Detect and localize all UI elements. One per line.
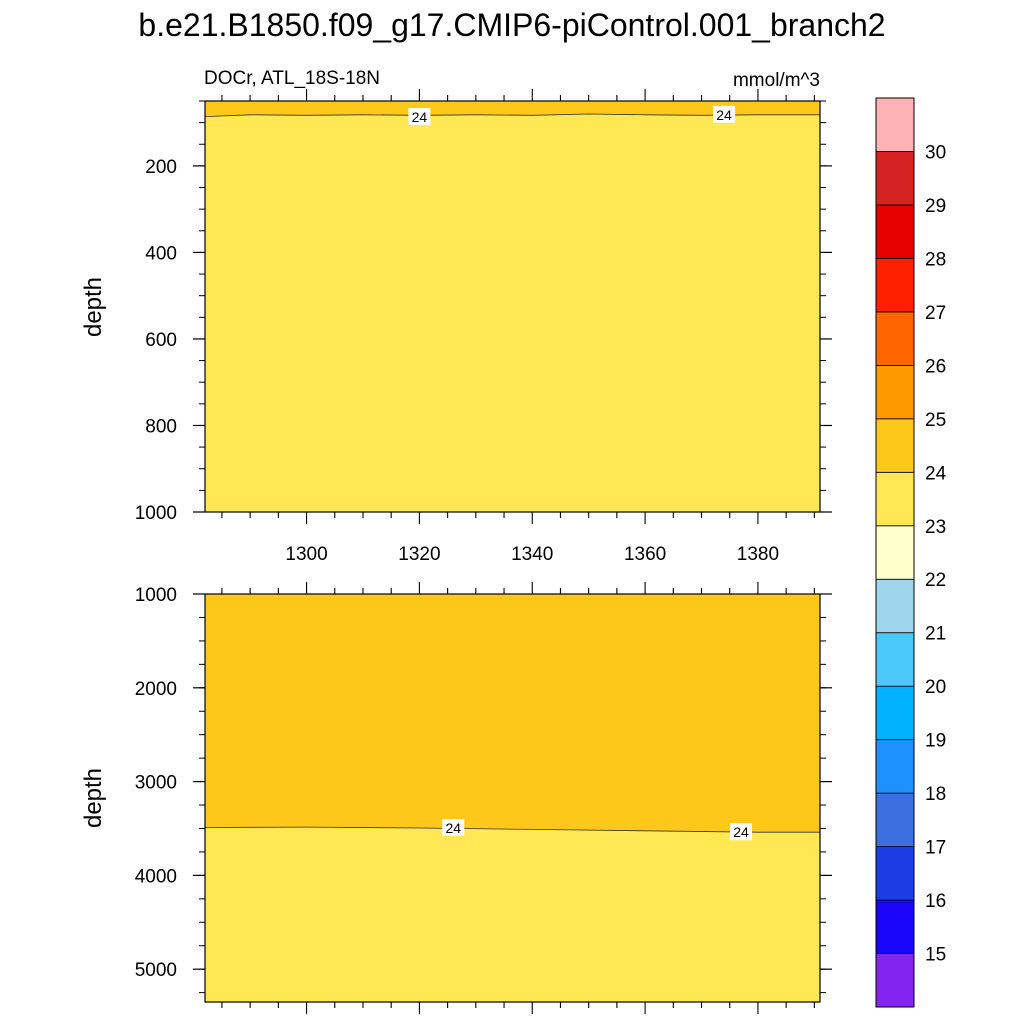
y-tick-label: 2000 (135, 679, 177, 700)
contour-label-box (713, 105, 736, 123)
colorbar-label: 19 (925, 731, 946, 752)
plot-frame (204, 100, 821, 513)
y-tick-label: 800 (145, 416, 177, 437)
colorbar-label: 22 (925, 570, 946, 591)
x-tick-label: 1380 (737, 544, 779, 565)
colorbar-label: 24 (925, 463, 947, 484)
lower-panel: 24 24 1000 2000 3000 4000 5000 depth (80, 582, 832, 1014)
colorbar-segment (875, 418, 915, 473)
colorbar-label: 15 (925, 945, 946, 966)
contour-label: 24 (733, 824, 749, 840)
colorbar-label: 27 (925, 303, 946, 324)
colorbar-segment (875, 578, 915, 634)
colorbar-label: 29 (925, 196, 946, 217)
colorbar-segment (875, 151, 915, 206)
colorbar-label: 17 (925, 838, 946, 859)
y-tick-label: 1000 (135, 585, 177, 606)
y-tick-label: 4000 (135, 866, 177, 887)
x-tick-label: 1320 (398, 544, 440, 565)
y-tick-label: 1000 (135, 503, 177, 524)
colorbar-segment (875, 739, 915, 794)
upper-panel: 24 24 200 400 600 800 1000 1300 1320 1340 1360 1380… (80, 89, 832, 565)
colorbar-segment (875, 685, 915, 741)
x-tick-label: 1360 (624, 544, 666, 565)
y-tick-label: 600 (145, 330, 177, 351)
figure-title: b.e21.B1850.f09_g17.CMIP6-piControl.001_… (138, 7, 885, 43)
colorbar-label: 16 (925, 891, 946, 912)
colorbar-label: 21 (925, 624, 946, 645)
colorbar-label: 30 (925, 142, 946, 163)
colorbar-segment (875, 471, 915, 527)
colorbar-segment (875, 792, 915, 847)
contour-line-24 (204, 113, 820, 117)
contour-label: 24 (412, 109, 428, 125)
colorbar-segment (875, 899, 915, 954)
y-tick-label: 200 (145, 157, 177, 178)
panel-subtitle-left: DOCr, ATL_18S-18N (204, 68, 380, 89)
colorbar-segment (875, 258, 915, 313)
contour-label: 24 (445, 820, 461, 836)
colorbar-label: 28 (925, 249, 946, 270)
contour-label-box (730, 823, 753, 841)
colorbar-frame (875, 97, 915, 1008)
y-axis-label: depth (80, 768, 107, 828)
colorbar-segment (875, 632, 915, 687)
y-tick-label: 3000 (135, 773, 177, 794)
colorbar-segment (875, 204, 915, 259)
y-tick-label: 400 (145, 243, 177, 264)
panel-units-label: mmol/m^3 (733, 70, 820, 91)
y-axis-label: depth (80, 277, 107, 337)
colorbar-label: 18 (925, 784, 946, 805)
colorbar-label: 26 (925, 356, 946, 377)
colorbar-label: 23 (925, 517, 946, 538)
plot-frame (204, 593, 821, 1003)
contour-fill-24-25 (205, 594, 820, 833)
contour-label-box (442, 819, 465, 837)
colorbar: 15 16 17 18 19 20 21 22 23 24 25 26 27 28 29 30 (875, 97, 947, 1008)
colorbar-segment (875, 846, 915, 901)
colorbar-segment (875, 97, 915, 152)
y-tick-label: 5000 (135, 960, 177, 981)
x-tick-label: 1340 (511, 544, 553, 565)
contour-line-24 (204, 826, 820, 833)
contour-fill-23-24 (205, 101, 820, 512)
contour-label-box (408, 108, 431, 126)
contour-label: 24 (716, 107, 732, 123)
colorbar-label: 25 (925, 410, 946, 431)
x-tick-label: 1300 (285, 544, 327, 565)
colorbar-segment (875, 364, 915, 420)
colorbar-segment (875, 525, 915, 580)
colorbar-label: 20 (925, 677, 946, 698)
contour-fill-24-25 (205, 101, 820, 117)
colorbar-segment (875, 311, 915, 366)
colorbar-segment (875, 953, 915, 1008)
